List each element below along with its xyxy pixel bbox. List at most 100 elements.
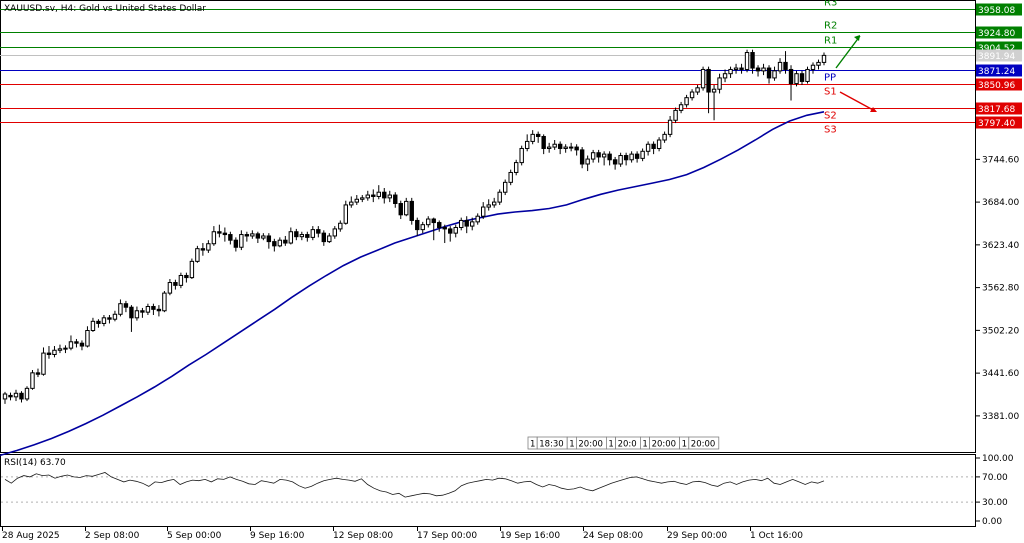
candle-bullish xyxy=(552,143,557,148)
candle-bullish xyxy=(178,274,184,286)
price-pane-border xyxy=(0,0,976,453)
candle-bullish xyxy=(640,150,645,159)
candle-bearish xyxy=(140,310,145,313)
candle-bullish xyxy=(299,234,305,238)
rsi-line xyxy=(4,472,825,498)
session-label-text: 20:00 xyxy=(691,440,716,450)
up-arrow xyxy=(835,35,861,69)
candle-bearish xyxy=(739,67,744,70)
candle-bullish xyxy=(453,227,458,234)
candle-bearish xyxy=(398,203,403,216)
candle-bullish xyxy=(695,87,700,93)
level-price-tag-r2 xyxy=(976,26,1022,39)
time-tick-label: 24 Sep 08:00 xyxy=(583,531,643,541)
candle-bullish xyxy=(508,171,513,183)
candle-bullish xyxy=(420,224,425,231)
candle-bearish xyxy=(184,274,189,279)
candle-bearish xyxy=(623,155,629,161)
candle-bullish xyxy=(618,155,623,165)
down-arrow xyxy=(839,91,876,112)
price-tick-label: 3684.00 xyxy=(982,198,1019,208)
level-price-label: 3924.80 xyxy=(978,29,1015,39)
candle-bearish xyxy=(129,306,134,319)
level-price-label: 3958.08 xyxy=(978,6,1015,16)
candle-bearish xyxy=(46,352,52,355)
candle-bullish xyxy=(288,231,294,244)
candle-bullish xyxy=(513,162,519,173)
candle-bearish xyxy=(579,149,585,165)
candle-bullish xyxy=(678,104,684,111)
candles xyxy=(2,49,827,404)
candle-bullish xyxy=(656,139,662,149)
time-tick-label: 28 Aug 2025 xyxy=(2,531,60,541)
time-tick-label: 12 Sep 08:00 xyxy=(333,531,393,541)
moving-average-line xyxy=(0,111,825,457)
rsi-tick-label: 0.00 xyxy=(982,517,1002,527)
candle-bearish xyxy=(788,68,794,85)
session-label-text: 1 xyxy=(682,440,687,450)
candle-bearish xyxy=(755,67,761,72)
candle-bullish xyxy=(662,133,667,141)
candle-bearish xyxy=(557,143,563,149)
session-label-text: 1 xyxy=(642,440,647,450)
candle-bearish xyxy=(750,52,755,69)
candle-bullish xyxy=(761,67,766,72)
candle-bullish xyxy=(90,320,96,332)
candle-bullish xyxy=(30,372,35,389)
candle-bullish xyxy=(310,229,316,238)
candle-bullish xyxy=(601,153,607,158)
level-name-r1: R1 xyxy=(824,36,837,47)
candle-bearish xyxy=(706,68,711,93)
candle-bullish xyxy=(711,88,717,93)
candle-bullish xyxy=(57,348,63,351)
candle-bullish xyxy=(261,235,266,239)
candle-bearish xyxy=(74,341,79,344)
session-label-box xyxy=(688,436,720,450)
candle-bullish xyxy=(189,260,195,279)
candle-bearish xyxy=(272,241,277,247)
candle-bullish xyxy=(475,215,480,223)
time-tick-label: 2 Sep 08:00 xyxy=(85,531,140,541)
level-price-tag-pp xyxy=(976,64,1022,77)
current-price-tag xyxy=(976,49,1022,62)
level-name-s1: S1 xyxy=(824,87,837,98)
candle-bullish xyxy=(530,133,535,142)
session-label-text: 1 xyxy=(569,440,574,450)
candle-bullish xyxy=(481,206,486,217)
chart-title: XAUUSD.sv, H4: Gold vs United States Dol… xyxy=(4,4,206,14)
level-price-label: 3904.52 xyxy=(978,44,1015,54)
candle-bullish xyxy=(206,243,211,251)
candle-bearish xyxy=(255,233,261,239)
candle-bearish xyxy=(316,229,321,234)
candle-bullish xyxy=(486,204,491,208)
candle-bullish xyxy=(728,68,733,75)
candle-bullish xyxy=(349,201,354,206)
candle-bullish xyxy=(376,191,381,197)
candle-bullish xyxy=(211,231,217,245)
candle-bearish xyxy=(607,153,612,161)
candle-bearish xyxy=(431,218,436,224)
candle-bearish xyxy=(371,194,376,197)
candle-bearish xyxy=(79,342,85,347)
candle-bearish xyxy=(156,308,162,312)
candle-bullish xyxy=(684,97,689,106)
candle-bullish xyxy=(700,68,706,89)
rsi-label: RSI(14) 63.70 xyxy=(4,458,66,468)
time-tick-label: 1 Oct 16:00 xyxy=(750,531,803,541)
candle-bearish xyxy=(222,232,228,236)
level-price-tag-s2 xyxy=(976,102,1022,115)
candle-bullish xyxy=(519,147,524,164)
level-price-tag-s3 xyxy=(976,116,1022,129)
level-name-pp: PP xyxy=(824,73,836,84)
candle-bearish xyxy=(393,194,398,205)
candle-bullish xyxy=(590,152,596,160)
candle-bearish xyxy=(442,227,447,230)
session-label-text: 1 xyxy=(608,440,613,450)
candle-bullish xyxy=(459,219,464,228)
candle-bullish xyxy=(629,153,634,161)
candle-bearish xyxy=(96,320,101,324)
candle-bearish xyxy=(294,231,299,238)
candle-bullish xyxy=(68,341,74,349)
price-axis: 3381.00 3441.60 3502.20 3562.80 3623.40 3684.… xyxy=(975,155,1019,422)
